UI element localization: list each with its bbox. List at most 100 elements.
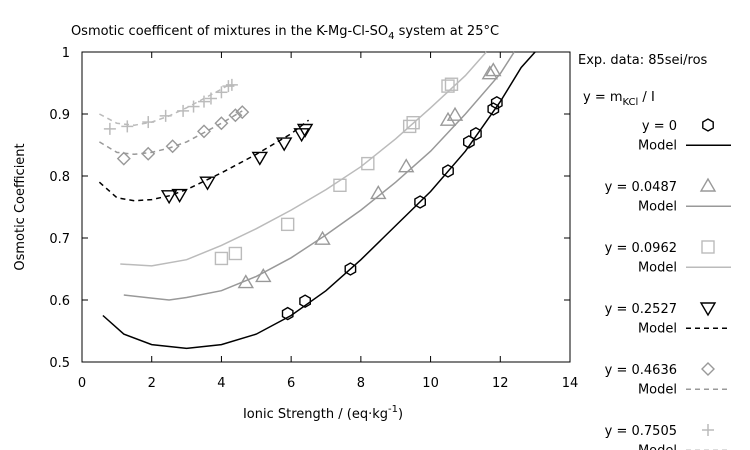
- data-point: [470, 126, 482, 141]
- legend-marker: [702, 424, 714, 436]
- data-point: [255, 268, 272, 283]
- data-point: [215, 86, 228, 99]
- data-point: [414, 195, 426, 209]
- data-point: [299, 294, 311, 309]
- data-point: [214, 251, 229, 266]
- data-point: [333, 178, 347, 193]
- model-line-1: [123, 51, 515, 301]
- legend-marker: [699, 177, 717, 192]
- y-tick-label: 0.8: [49, 170, 70, 185]
- x-tick-label: 10: [422, 376, 439, 391]
- data-point: [121, 120, 134, 133]
- legend-series-label: y = 0.0962: [605, 241, 677, 256]
- model-line-2: [120, 51, 487, 267]
- y-tick-label: 0.5: [49, 356, 70, 371]
- legend-series-label: y = 0.0487: [605, 180, 677, 195]
- data-point: [397, 158, 415, 173]
- x-tick-label: 4: [217, 376, 225, 391]
- data-point: [314, 230, 331, 245]
- data-point: [116, 151, 131, 166]
- x-tick-label: 8: [357, 376, 365, 391]
- x-tick-label: 0: [78, 376, 86, 391]
- data-point: [406, 115, 420, 130]
- x-tick-label: 14: [562, 376, 579, 391]
- legend-header: Exp. data: 85sei/ros: [578, 53, 708, 68]
- legend: y = 0 Model y = 0.0487 Model y = 0.0962 Model…: [605, 118, 731, 450]
- series-4: [99, 105, 250, 166]
- y-tick-label: 0.7: [49, 232, 70, 247]
- data-point: [225, 78, 238, 91]
- x-tick-label: 2: [148, 376, 156, 391]
- legend-series-label: y = 0.4636: [605, 363, 677, 378]
- data-point: [361, 156, 375, 171]
- legend-model-label: Model: [638, 260, 677, 275]
- data-point: [142, 116, 155, 129]
- y-tick-label: 0.9: [49, 108, 70, 123]
- plot-frame: [81, 51, 571, 363]
- data-point: [160, 190, 178, 205]
- data-point: [441, 79, 455, 93]
- legend-model-label: Model: [638, 321, 677, 336]
- data-point: [296, 123, 314, 138]
- data-point: [199, 176, 216, 191]
- data-point: [481, 65, 499, 80]
- data-point: [228, 246, 243, 261]
- data-point: [344, 262, 357, 276]
- data-point: [439, 111, 457, 126]
- data-point: [214, 116, 229, 131]
- legend-series-label: y = 0.7505: [605, 424, 677, 439]
- y-tick-label: 0.6: [49, 294, 70, 309]
- x-axis-label: Ionic Strength / (eq·kg-1): [243, 404, 403, 422]
- data-point: [235, 105, 250, 120]
- data-point: [370, 185, 387, 200]
- x-tick-label: 12: [492, 376, 509, 391]
- data-point: [402, 119, 417, 134]
- data-point: [103, 122, 116, 135]
- data-point: [251, 151, 269, 166]
- data-point: [165, 139, 180, 154]
- legend-model-label: Model: [638, 443, 677, 450]
- data-point: [444, 77, 459, 91]
- legend-marker: [701, 240, 715, 254]
- data-point: [198, 95, 210, 108]
- legend-series-label: y = 0.2527: [605, 302, 677, 317]
- data-point: [442, 164, 454, 178]
- data-point: [204, 92, 217, 105]
- data-point: [281, 306, 294, 321]
- series-3: [98, 119, 314, 205]
- legend-model-label: Model: [638, 382, 677, 397]
- x-tick-label: 6: [287, 376, 295, 391]
- series-5: [99, 78, 238, 135]
- data-point: [197, 124, 211, 139]
- legend-marker: [699, 302, 717, 317]
- data-point: [280, 217, 295, 232]
- legend-marker: [701, 362, 715, 376]
- series-layer: [98, 51, 536, 350]
- data-point: [159, 109, 172, 122]
- data-point: [490, 95, 503, 110]
- data-point: [141, 146, 156, 161]
- y-axis-label: Osmotic Coefficient: [13, 143, 28, 270]
- legend-series-label: y = 0: [642, 119, 677, 134]
- legend-model-label: Model: [638, 199, 677, 214]
- data-point: [177, 104, 190, 117]
- legend-marker: [702, 118, 714, 132]
- data-point: [228, 108, 243, 123]
- data-point: [487, 102, 500, 116]
- series-2: [120, 51, 487, 267]
- axis-ticks: 0 2 4 6 8 10 12 14 0.5 0.6 0.7 0.8 0.9 1: [49, 46, 578, 391]
- data-point: [293, 128, 310, 143]
- legend-subheader: y = mKCl / I: [583, 90, 655, 108]
- data-point: [187, 100, 200, 113]
- data-point: [275, 137, 293, 152]
- chart-title: Osmotic coefficent of mixtures in the K-…: [71, 24, 499, 42]
- series-0: [102, 51, 536, 350]
- data-point: [485, 62, 502, 77]
- data-point: [171, 188, 188, 203]
- data-point: [446, 106, 464, 121]
- data-point: [237, 274, 255, 289]
- series-1: [123, 51, 515, 301]
- legend-model-label: Model: [638, 138, 677, 153]
- model-line-0: [102, 51, 536, 350]
